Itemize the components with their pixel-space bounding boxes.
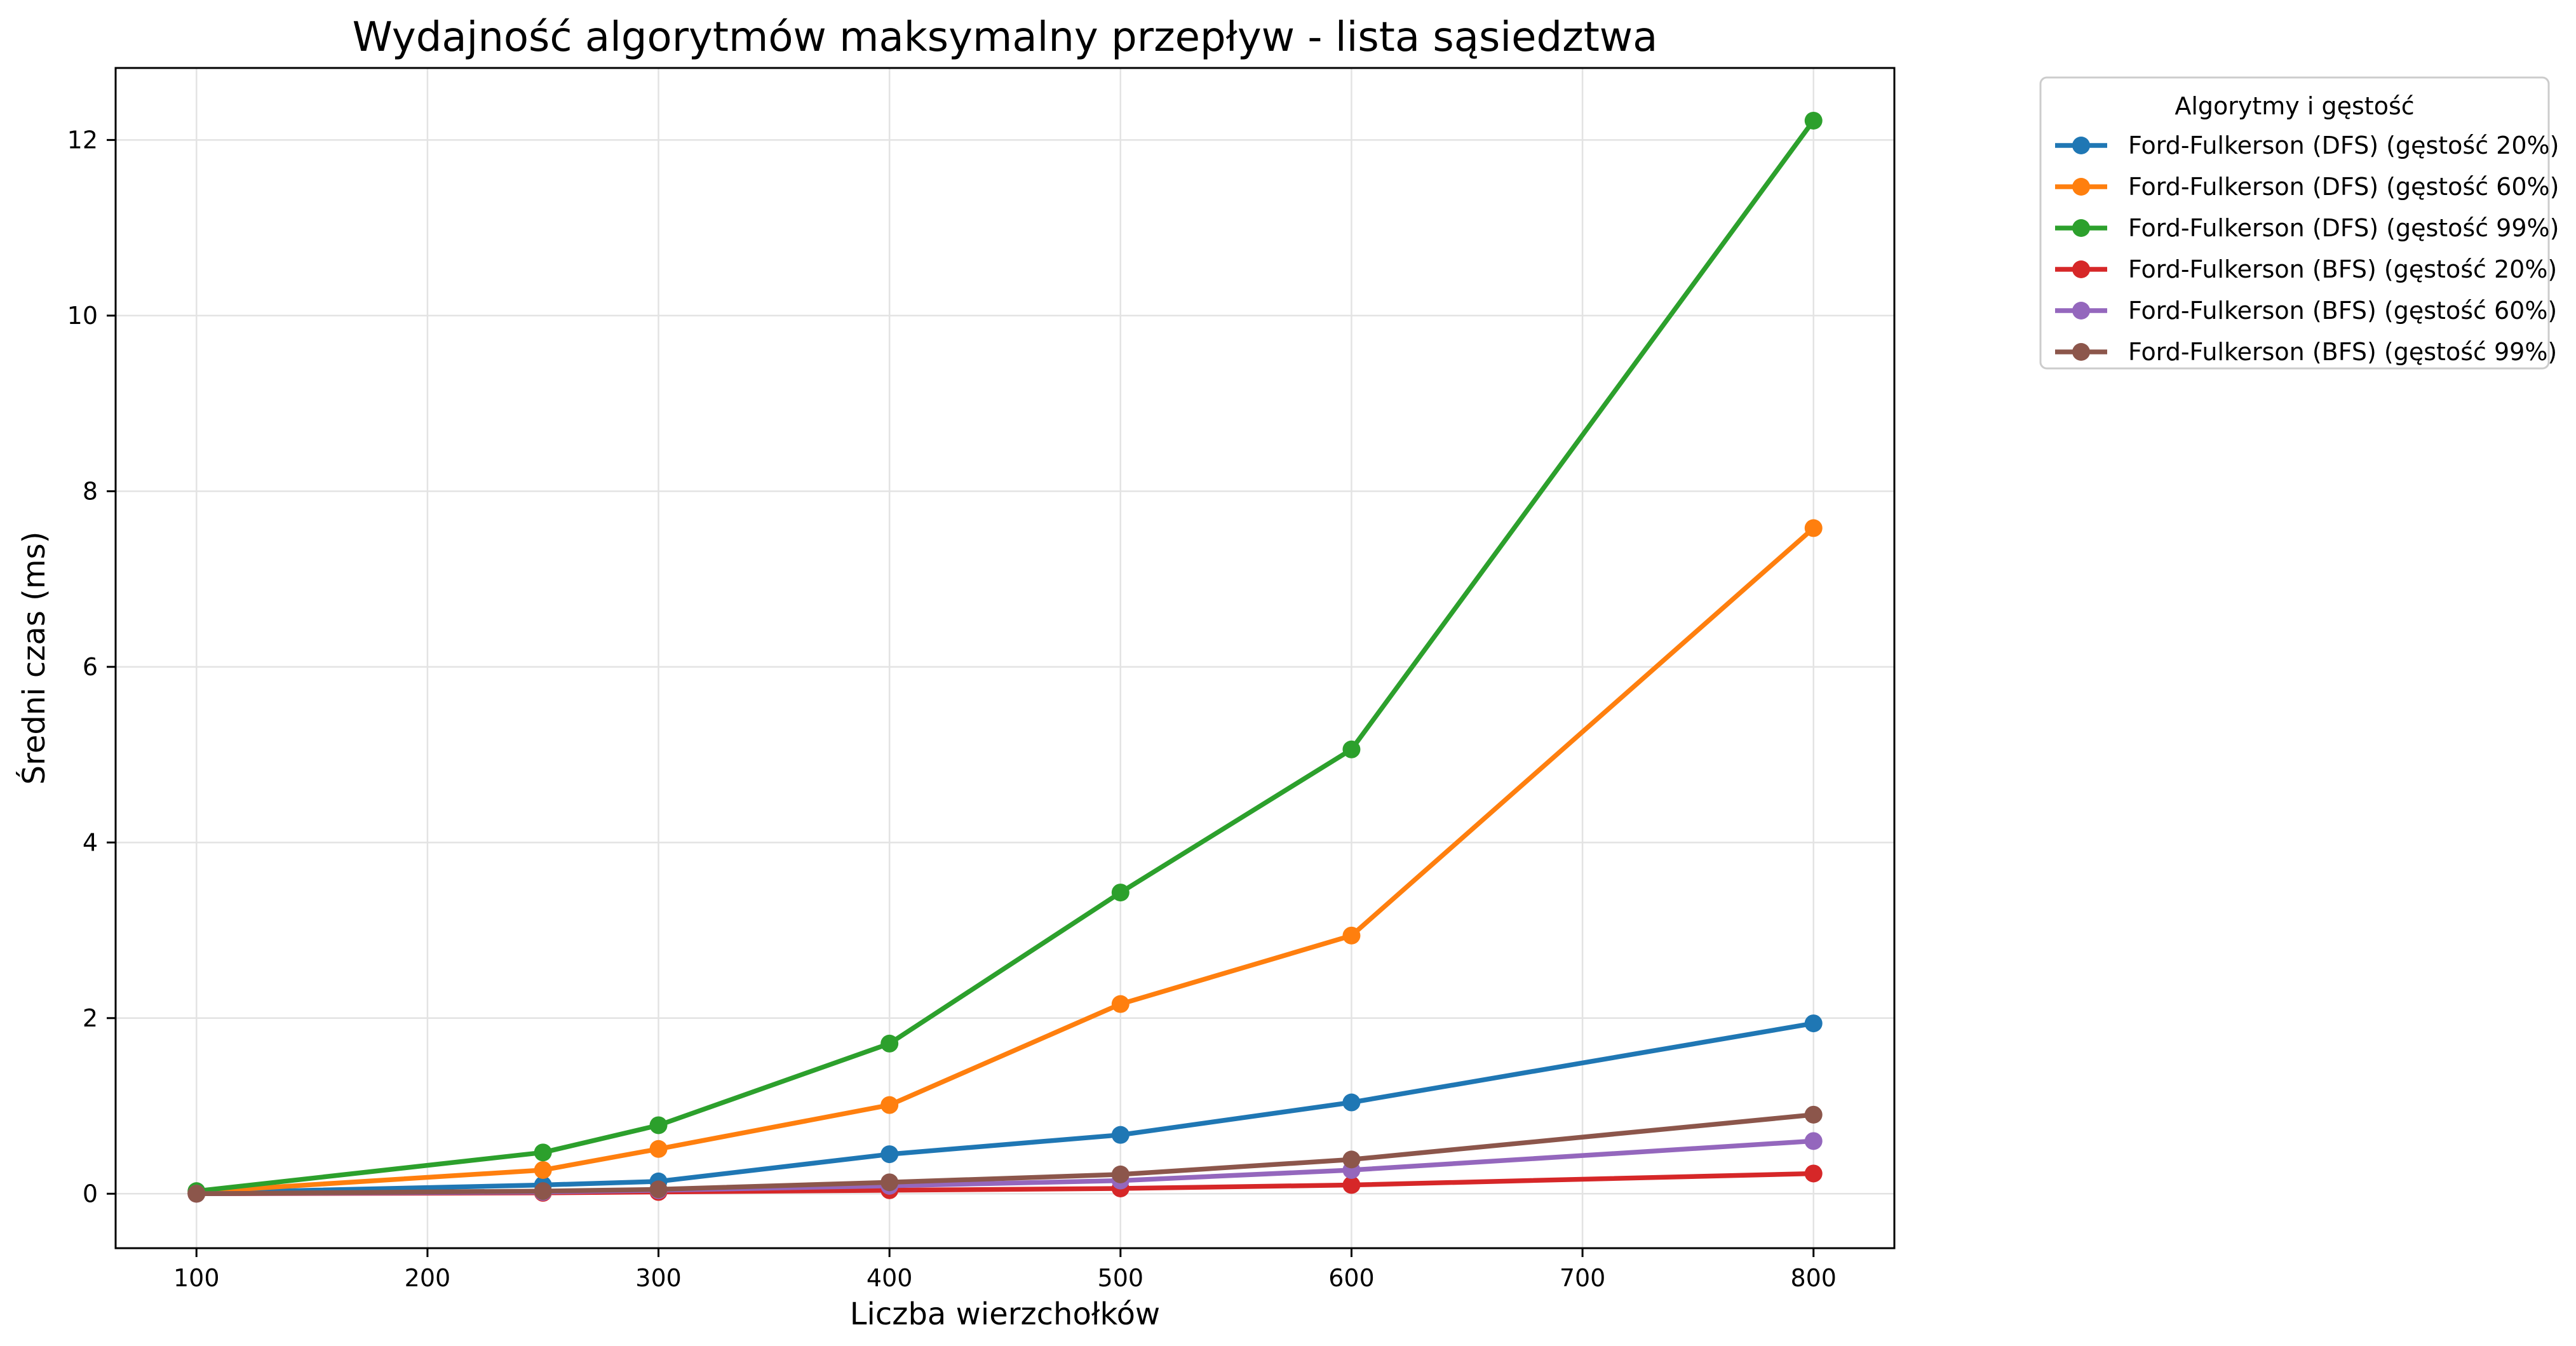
y-axis-label: Średni czas (ms) [16, 532, 52, 785]
data-point [1804, 1014, 1823, 1033]
legend-marker [2072, 178, 2090, 196]
legend-label: Ford-Fulkerson (DFS) (gęstość 99%) [2128, 214, 2559, 242]
y-tick-label: 12 [67, 126, 98, 154]
y-tick-label: 8 [83, 477, 98, 505]
legend-item-4: Ford-Fulkerson (BFS) (gęstość 20%) [2055, 255, 2557, 283]
data-point [649, 1116, 668, 1134]
data-point [880, 1096, 899, 1114]
data-point [1342, 926, 1361, 945]
legend-item-1: Ford-Fulkerson (DFS) (gęstość 20%) [2055, 131, 2559, 159]
y-tick-label: 10 [67, 302, 98, 330]
legend-title: Algorytmy i gęstość [2175, 92, 2414, 120]
y-tick-label: 4 [83, 828, 98, 856]
legend-items: Ford-Fulkerson (DFS) (gęstość 20%) Ford-F… [2055, 131, 2559, 366]
data-point [1804, 1164, 1823, 1183]
data-point [880, 1034, 899, 1053]
y-tick-label: 2 [83, 1004, 98, 1032]
data-point [1111, 884, 1130, 902]
legend-marker [2072, 260, 2090, 278]
x-tick-label: 200 [405, 1264, 451, 1292]
data-point [1111, 995, 1130, 1013]
legend-label: Ford-Fulkerson (BFS) (gęstość 20%) [2128, 255, 2557, 283]
legend-marker [2072, 302, 2090, 320]
legend-item-3: Ford-Fulkerson (DFS) (gęstość 99%) [2055, 214, 2559, 242]
y-axis: 0 2 4 6 8 10 12 [67, 126, 116, 1208]
y-tick-label: 0 [83, 1180, 98, 1208]
x-tick-label: 700 [1560, 1264, 1606, 1292]
legend-item-2: Ford-Fulkerson (DFS) (gęstość 60%) [2055, 173, 2559, 201]
series-2 [187, 519, 1823, 1201]
data-point [1804, 1132, 1823, 1150]
y-tick-label: 6 [83, 653, 98, 681]
data-point [1111, 1165, 1130, 1183]
plot-area [114, 67, 1896, 1249]
x-tick-label: 400 [867, 1264, 913, 1292]
data-point [1342, 740, 1361, 758]
x-tick-label: 600 [1328, 1264, 1375, 1292]
legend-marker [2072, 219, 2090, 237]
data-point [1804, 1105, 1823, 1124]
data-point [1342, 1176, 1361, 1194]
data-point [534, 1161, 552, 1179]
legend-label: Ford-Fulkerson (BFS) (gęstość 99%) [2128, 338, 2557, 366]
legend-label: Ford-Fulkerson (DFS) (gęstość 60%) [2128, 173, 2559, 201]
data-point [649, 1140, 668, 1158]
x-axis: 100 200 300 400 500 600 700 800 [173, 1248, 1837, 1292]
series-3 [187, 111, 1823, 1201]
data-series [187, 111, 1823, 1203]
legend-item-5: Ford-Fulkerson (BFS) (gęstość 60%) [2055, 297, 2557, 325]
legend-marker [2072, 137, 2090, 154]
legend-label: Ford-Fulkerson (DFS) (gęstość 20%) [2128, 131, 2559, 159]
data-point [649, 1180, 668, 1199]
legend-label: Ford-Fulkerson (BFS) (gęstość 60%) [2128, 297, 2557, 325]
x-axis-label: Liczba wierzchołków [850, 1296, 1160, 1332]
legend: Algorytmy i gęstość Ford-Fulkerson (DFS)… [2039, 76, 2559, 370]
data-point [880, 1173, 899, 1192]
data-point [534, 1182, 552, 1201]
data-point [1111, 1126, 1130, 1144]
legend-item-6: Ford-Fulkerson (BFS) (gęstość 99%) [2055, 338, 2557, 366]
data-point [1804, 111, 1823, 130]
series-6 [187, 1105, 1823, 1203]
data-point [534, 1143, 552, 1162]
x-tick-label: 100 [173, 1264, 220, 1292]
data-point [1342, 1093, 1361, 1112]
x-tick-label: 800 [1790, 1264, 1837, 1292]
data-point [187, 1185, 206, 1203]
chart-title: Wydajność algorytmów maksymalny przepływ… [353, 14, 1658, 61]
x-tick-label: 300 [635, 1264, 682, 1292]
legend-box [2039, 76, 2550, 370]
data-point [1804, 519, 1823, 537]
legend-marker [2072, 343, 2090, 361]
data-point [880, 1145, 899, 1164]
x-tick-label: 500 [1098, 1264, 1144, 1292]
data-point [1342, 1150, 1361, 1169]
